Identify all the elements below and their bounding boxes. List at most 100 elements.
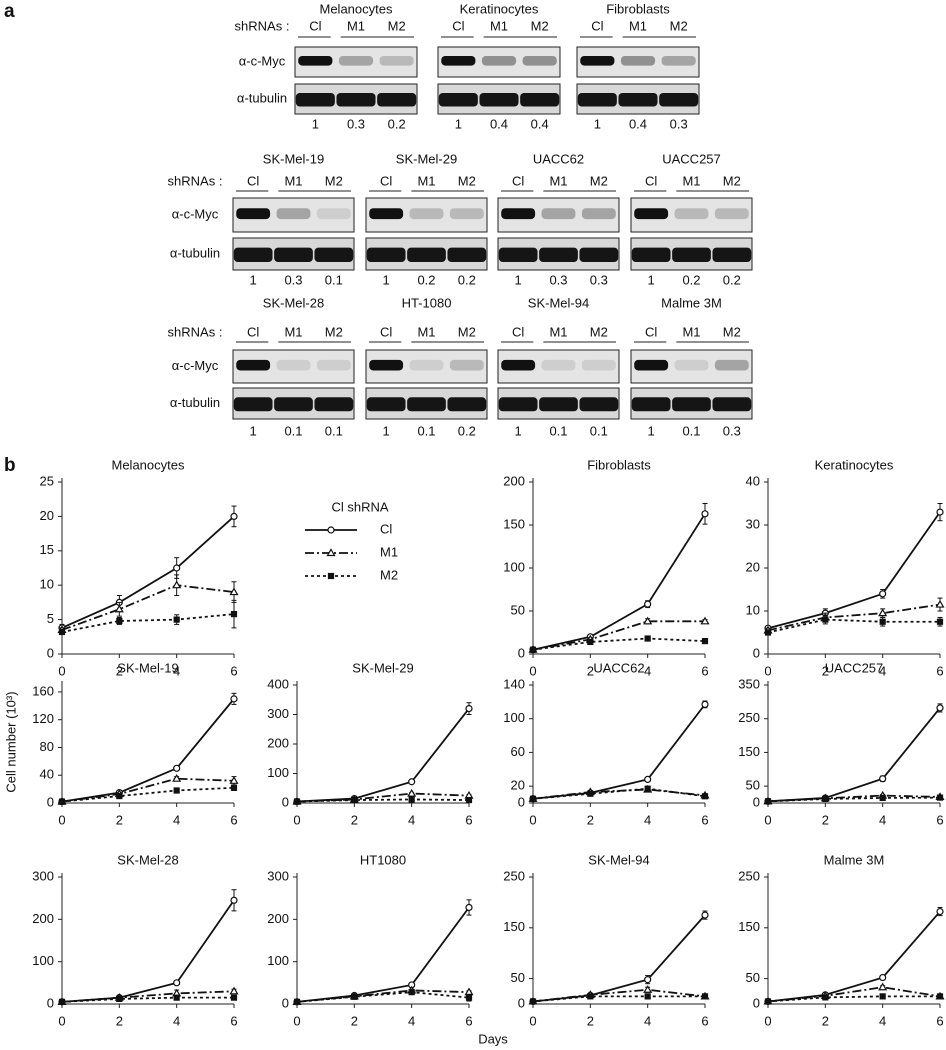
y-tick-label: 15 bbox=[40, 542, 54, 557]
data-point bbox=[58, 628, 66, 636]
x-tick-label: 0 bbox=[58, 663, 65, 678]
quant-label: 0.2 bbox=[388, 116, 406, 131]
tubulin-band bbox=[407, 247, 446, 262]
x-tick-label: 2 bbox=[351, 812, 358, 827]
chart-title: HT1080 bbox=[360, 852, 406, 867]
myc-band bbox=[581, 359, 616, 371]
data-point bbox=[172, 774, 182, 782]
lane-label: Cl bbox=[645, 324, 657, 339]
data-point bbox=[879, 618, 886, 625]
data-point bbox=[936, 907, 944, 916]
data-point bbox=[644, 600, 652, 608]
x-tick-label: 6 bbox=[230, 812, 237, 827]
lane-label: M2 bbox=[458, 173, 476, 188]
y-tick-label: 0 bbox=[753, 794, 760, 809]
tubulin-band bbox=[712, 397, 752, 412]
y-tick-label: 140 bbox=[503, 676, 525, 691]
y-tick-label: 350 bbox=[738, 676, 760, 691]
data-point bbox=[644, 785, 651, 792]
y-tick-label: 150 bbox=[503, 516, 525, 531]
panel-label: b bbox=[4, 455, 16, 476]
blot-title: Keratinocytes bbox=[460, 1, 539, 16]
quant-label: 1 bbox=[594, 116, 601, 131]
x-tick-label: 6 bbox=[936, 663, 943, 678]
x-tick-label: 0 bbox=[58, 1013, 65, 1028]
data-point bbox=[764, 629, 772, 636]
blot-title: UACC257 bbox=[662, 151, 721, 166]
data-point bbox=[465, 704, 473, 713]
quant-label: 1 bbox=[455, 116, 462, 131]
tubulin-band bbox=[631, 247, 671, 262]
chart-title: Keratinocytes bbox=[815, 457, 894, 472]
tubulin-band bbox=[366, 247, 406, 262]
y-tick-label: 0 bbox=[518, 995, 525, 1010]
quant-label: 1 bbox=[383, 272, 390, 287]
y-tick-label: 50 bbox=[511, 970, 525, 985]
data-point bbox=[172, 580, 182, 589]
tubulin-band bbox=[274, 247, 313, 262]
quant-label: 0.2 bbox=[417, 272, 435, 287]
tubulin-band bbox=[618, 93, 658, 107]
myc-band bbox=[379, 56, 414, 66]
tubulin-band bbox=[672, 397, 711, 412]
x-tick-label: 6 bbox=[701, 663, 708, 678]
row-label: α-c-Myc bbox=[172, 358, 219, 373]
chart-title: Fibroblasts bbox=[587, 457, 651, 472]
y-tick-label: 0 bbox=[47, 794, 54, 809]
quant-label: 0.1 bbox=[549, 423, 567, 438]
y-tick-label: 30 bbox=[746, 516, 760, 531]
chart-title: Malme 3M bbox=[824, 852, 885, 867]
legend-label: Cl bbox=[380, 521, 392, 536]
quant-label: 0.2 bbox=[682, 272, 700, 287]
x-tick-label: 2 bbox=[822, 1013, 829, 1028]
data-point bbox=[351, 993, 358, 1000]
series-line bbox=[532, 914, 706, 1003]
myc-band bbox=[661, 56, 696, 66]
blot-title: SK-Mel-29 bbox=[396, 151, 457, 166]
lane-label: M1 bbox=[417, 324, 435, 339]
series-line bbox=[61, 777, 235, 803]
data-point bbox=[700, 616, 710, 625]
panel-label: a bbox=[4, 1, 15, 22]
data-point bbox=[529, 646, 537, 653]
y-tick-label: 50 bbox=[746, 778, 760, 793]
data-point bbox=[465, 796, 473, 804]
tubulin-band bbox=[498, 397, 538, 412]
lane-label: M1 bbox=[549, 324, 567, 339]
lane-label: M1 bbox=[682, 324, 700, 339]
x-tick-label: 0 bbox=[764, 1013, 771, 1028]
data-point bbox=[764, 998, 772, 1005]
quant-label: 0.1 bbox=[284, 423, 302, 438]
quant-label: 0.3 bbox=[347, 116, 365, 131]
data-point bbox=[644, 993, 651, 1000]
x-tick-label: 0 bbox=[529, 812, 536, 827]
series-line bbox=[61, 584, 235, 631]
myc-band bbox=[276, 208, 311, 220]
y-tick-label: 60 bbox=[511, 744, 525, 759]
quant-label: 0.3 bbox=[590, 272, 608, 287]
data-point bbox=[644, 976, 652, 984]
x-tick-label: 2 bbox=[116, 663, 123, 678]
y-tick-label: 20 bbox=[511, 778, 525, 793]
tubulin-band bbox=[274, 397, 313, 412]
myc-band bbox=[674, 359, 709, 371]
y-tick-label: 20 bbox=[40, 508, 54, 523]
blot-title: HT-1080 bbox=[402, 295, 452, 310]
series-line bbox=[61, 515, 235, 629]
y-tick-label: 120 bbox=[32, 711, 54, 726]
quant-label: 0.3 bbox=[284, 272, 302, 287]
myc-band bbox=[236, 359, 271, 371]
lane-label: Cl bbox=[645, 173, 657, 188]
x-tick-label: 0 bbox=[58, 812, 65, 827]
x-tick-label: 4 bbox=[644, 1013, 651, 1028]
data-point bbox=[229, 776, 239, 784]
data-point bbox=[936, 704, 944, 712]
x-tick-label: 4 bbox=[173, 812, 180, 827]
data-point bbox=[879, 973, 887, 982]
x-tick-label: 4 bbox=[173, 1013, 180, 1028]
data-point bbox=[116, 792, 123, 800]
quant-label: 0.4 bbox=[531, 116, 549, 131]
x-tick-label: 2 bbox=[116, 1013, 123, 1028]
tubulin-band bbox=[447, 397, 487, 412]
lane-label: Cl bbox=[380, 324, 392, 339]
